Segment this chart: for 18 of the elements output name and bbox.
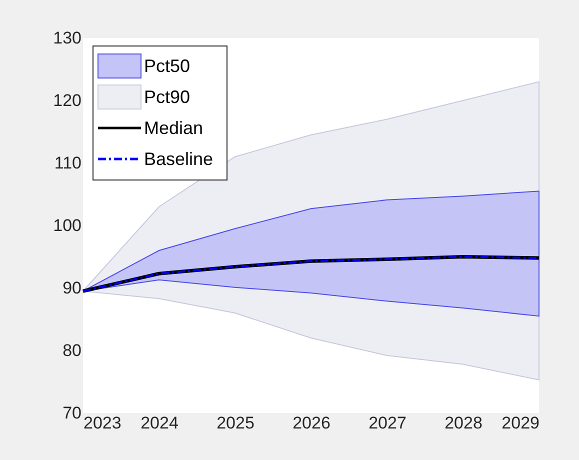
- x-tick-label: 2029: [502, 414, 540, 432]
- legend-label: Median: [144, 118, 204, 138]
- x-tick-label: 2023: [84, 414, 122, 432]
- x-tick-label: 2027: [368, 414, 406, 432]
- y-tick-label: 130: [53, 28, 82, 48]
- x-tick-label: 2026: [292, 414, 330, 432]
- y-tick-label: 110: [54, 154, 82, 172]
- legend-label: Pct50: [144, 56, 190, 76]
- legend-label: Pct90: [144, 87, 190, 107]
- y-tick-label: 70: [62, 404, 82, 422]
- legend-label: Baseline: [144, 149, 214, 169]
- x-tick-label: 2028: [444, 414, 482, 432]
- y-tick-label: 120: [53, 91, 82, 110]
- y-tick-label: 100: [53, 216, 82, 235]
- x-tick-label: 2025: [216, 414, 254, 432]
- x-tick-label: 2024: [140, 414, 178, 432]
- y-tick-label: 90: [62, 278, 82, 298]
- y-tick-label: 80: [62, 341, 82, 360]
